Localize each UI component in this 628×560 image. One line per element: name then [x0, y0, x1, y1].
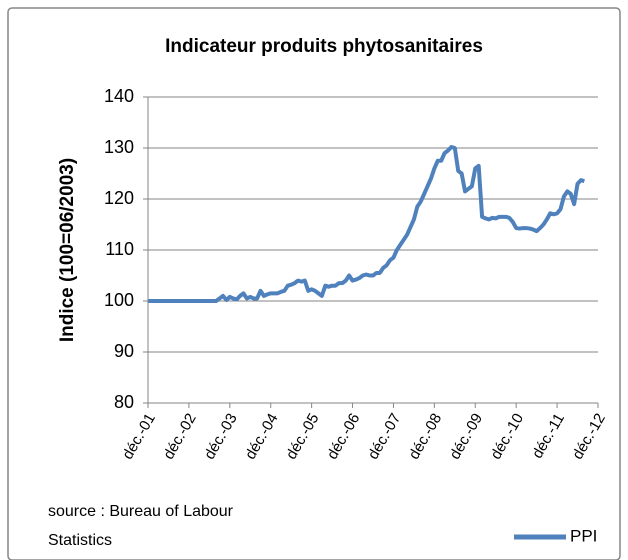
- chart-title: Indicateur produits phytosanitaires: [165, 36, 483, 57]
- y-axis-title: Indice (100=06/2003): [57, 158, 78, 342]
- y-tick-label: 100: [104, 290, 134, 310]
- y-tick-label: 80: [114, 392, 134, 412]
- frame-border: [7, 7, 621, 560]
- y-tick-label: 130: [104, 137, 134, 157]
- legend-label: PPI: [570, 526, 597, 545]
- y-tick-label: 90: [114, 341, 134, 361]
- y-tick-label: 110: [105, 239, 134, 259]
- y-tick-label: 120: [104, 188, 134, 208]
- source-note: source : Bureau of Labour Statistics: [48, 503, 234, 549]
- y-tick-label: 140: [104, 86, 134, 106]
- data-line: [148, 144, 585, 303]
